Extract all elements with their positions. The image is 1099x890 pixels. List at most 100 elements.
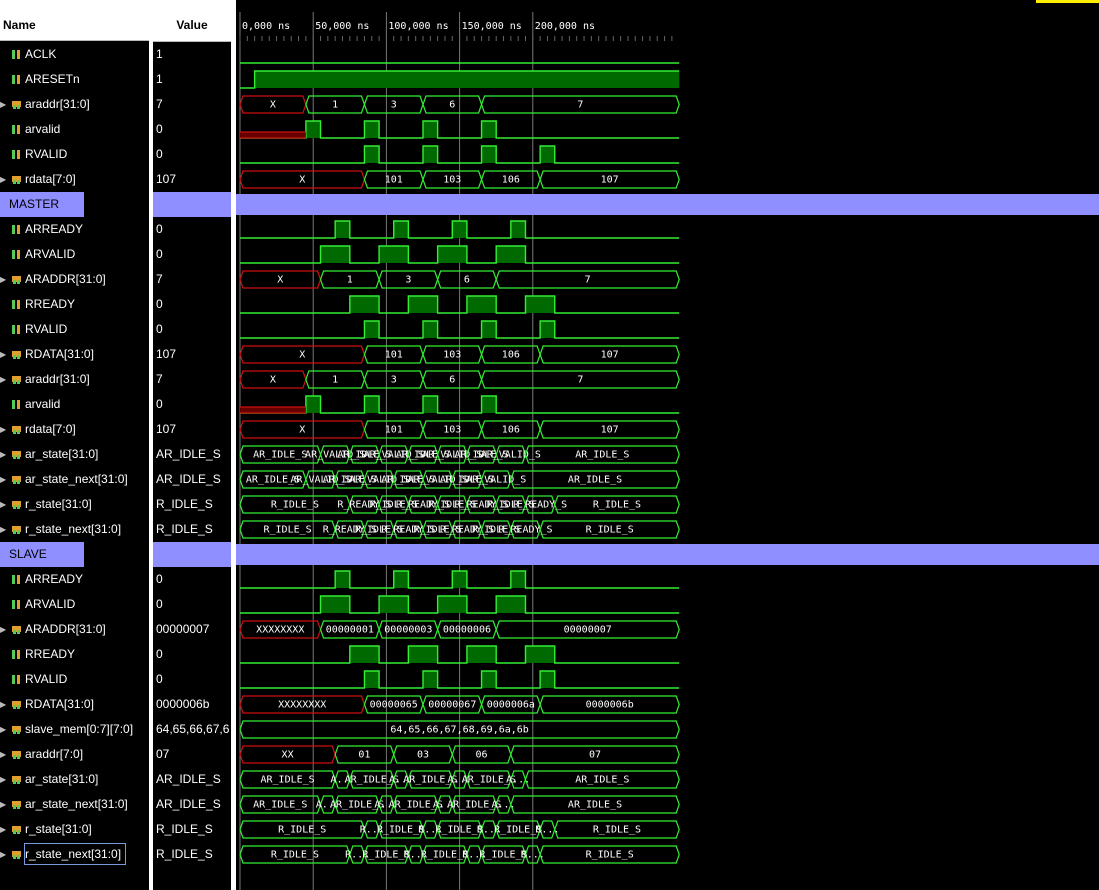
signal-value: R_IDLE_S (156, 522, 213, 536)
signal-name-row[interactable]: ▶ r_state_next[31:0] (0, 842, 149, 867)
signal-name-row[interactable]: RVALID (0, 317, 149, 342)
bus-value-label: X (270, 100, 276, 111)
expand-arrow-icon[interactable]: ▶ (0, 800, 7, 809)
expand-arrow-icon[interactable]: ▶ (0, 625, 7, 634)
wave-trace (240, 145, 680, 164)
group-divider[interactable]: SLAVE (0, 542, 84, 567)
signal-name-row[interactable]: ▶ r_state[31:0] (0, 492, 149, 517)
bus-value-label: AR_VALID_S (422, 450, 482, 461)
signal-name-row[interactable]: ▶ RDATA[31:0] (0, 692, 149, 717)
wave-trace (240, 295, 680, 314)
expand-arrow-icon[interactable]: ▶ (0, 175, 7, 184)
scalar-signal-icon (12, 225, 20, 234)
bus-value-label: 01 (358, 750, 370, 761)
wave-high-fill (466, 646, 497, 663)
expand-arrow-icon[interactable]: ▶ (0, 525, 7, 534)
expand-arrow-icon[interactable]: ▶ (0, 475, 7, 484)
expand-arrow-icon[interactable]: ▶ (0, 750, 7, 759)
signal-name-row[interactable]: ARESETn (0, 67, 149, 92)
bus-value-label: 00000003 (384, 625, 432, 636)
expand-arrow-icon[interactable]: ▶ (0, 425, 7, 434)
bus-signal-icon (12, 276, 21, 284)
signal-name: RVALID (25, 672, 68, 686)
signal-value: 7 (156, 97, 163, 111)
wave-high-fill (305, 396, 321, 413)
signal-name-row[interactable]: ▶ rdata[7:0] (0, 167, 149, 192)
signal-name-row[interactable]: ARREADY (0, 567, 149, 592)
expand-arrow-icon[interactable]: ▶ (0, 450, 7, 459)
bus-value-label: R... (345, 850, 369, 861)
expand-arrow-icon[interactable]: ▶ (0, 375, 7, 384)
signal-value: 7 (156, 372, 163, 386)
wave-high-fill (408, 646, 438, 663)
signal-name-row[interactable]: ARREADY (0, 217, 149, 242)
expand-arrow-icon[interactable]: ▶ (0, 100, 7, 109)
expand-arrow-icon[interactable]: ▶ (0, 825, 7, 834)
bus-value-label: 3 (391, 375, 397, 386)
wave-panel-splitter[interactable] (231, 0, 236, 890)
selection-outline (24, 843, 126, 865)
signal-name-row[interactable]: RVALID (0, 667, 149, 692)
signal-name: ar_state_next[31:0] (25, 797, 128, 811)
signal-name-row[interactable]: ▶ slave_mem[0:7][7:0] (0, 717, 149, 742)
bus-segment (554, 495, 680, 514)
group-divider[interactable]: MASTER (0, 192, 84, 217)
signal-name-row[interactable]: ▶ r_state_next[31:0] (0, 517, 149, 542)
signal-name-row[interactable]: ▶ ar_state[31:0] (0, 442, 149, 467)
wave-background (236, 0, 1099, 890)
signal-value (153, 192, 231, 217)
signal-name-row[interactable]: ACLK (0, 42, 149, 67)
signal-name: SLAVE (9, 547, 47, 561)
signal-name-row[interactable]: RVALID (0, 142, 149, 167)
bus-value-label: 1 (332, 375, 338, 386)
bus-value-label: 00000006 (443, 625, 491, 636)
wave-trace (240, 120, 680, 139)
value-column-header[interactable]: Value (153, 0, 231, 42)
expand-arrow-icon[interactable]: ▶ (0, 500, 7, 509)
signal-name-row[interactable]: ▶ ARADDR[31:0] (0, 267, 149, 292)
signal-name-row[interactable]: ▶ ar_state[31:0] (0, 767, 149, 792)
signal-name: rdata[7:0] (25, 172, 76, 186)
wave-high-fill (481, 146, 497, 163)
expand-arrow-icon[interactable]: ▶ (0, 775, 7, 784)
bus-signal-icon (12, 751, 21, 759)
scalar-signal-icon (12, 125, 20, 134)
signal-name-row[interactable]: ▶ r_state[31:0] (0, 817, 149, 842)
bus-value-label: 107 (601, 175, 619, 186)
signal-name-row[interactable]: ▶ araddr[31:0] (0, 367, 149, 392)
signal-name-row[interactable]: ▶ ar_state_next[31:0] (0, 792, 149, 817)
signal-name: RDATA[31:0] (25, 347, 94, 361)
bus-segment (539, 520, 680, 539)
unknown-region (240, 407, 306, 413)
signal-name-row[interactable]: ▶ araddr[7:0] (0, 742, 149, 767)
expand-arrow-icon[interactable]: ▶ (0, 700, 7, 709)
signal-name-row[interactable]: ▶ rdata[7:0] (0, 417, 149, 442)
bus-segment (480, 95, 680, 114)
signal-value: 0 (156, 672, 163, 686)
bus-value-label: AR_IDLE_S (403, 775, 457, 786)
signal-name-row[interactable]: ARVALID (0, 242, 149, 267)
expand-arrow-icon[interactable]: ▶ (0, 725, 7, 734)
wave-high-fill (481, 321, 497, 338)
waveform-panel[interactable]: 0,000 ns 50,000 ns 100,000 ns 150,000 ns 200… (236, 0, 1099, 890)
name-column-header[interactable]: Name (0, 0, 149, 41)
signal-name-row[interactable]: RREADY (0, 292, 149, 317)
signal-name-row[interactable]: arvalid (0, 392, 149, 417)
bus-value-label: R... (404, 850, 428, 861)
signal-name-row[interactable]: ▶ RDATA[31:0] (0, 342, 149, 367)
column-splitter[interactable] (149, 0, 153, 890)
bus-value-label: XXXXXXXX (256, 625, 304, 636)
signal-name-row[interactable]: ▶ ARADDR[31:0] (0, 617, 149, 642)
expand-arrow-icon[interactable]: ▶ (0, 275, 7, 284)
signal-name-row[interactable]: ARVALID (0, 592, 149, 617)
expand-arrow-icon[interactable]: ▶ (0, 350, 7, 359)
signal-name-row[interactable]: ▶ ar_state_next[31:0] (0, 467, 149, 492)
bus-signal-icon (12, 351, 21, 359)
signal-name-row[interactable]: arvalid (0, 117, 149, 142)
signal-name-row[interactable]: ▶ araddr[31:0] (0, 92, 149, 117)
signal-name: ARESETn (25, 72, 80, 86)
expand-arrow-icon[interactable]: ▶ (0, 850, 7, 859)
bus-segment (495, 270, 680, 289)
wave-high-fill (496, 596, 526, 613)
signal-name-row[interactable]: RREADY (0, 642, 149, 667)
